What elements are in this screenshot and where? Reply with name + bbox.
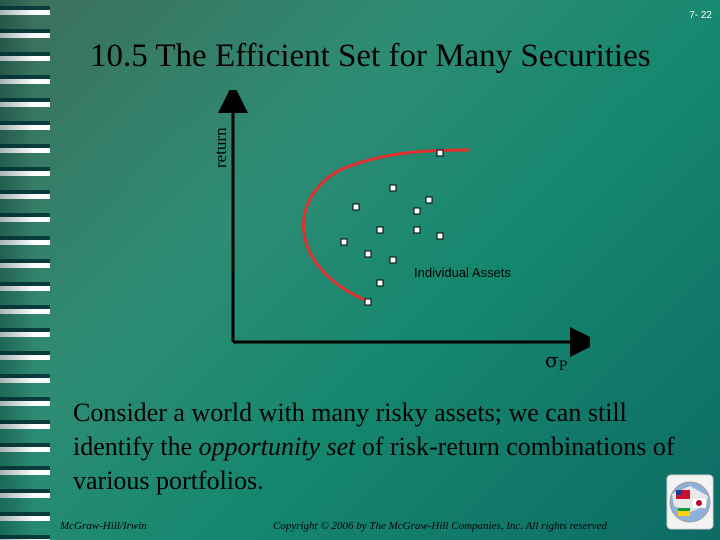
footer-copyright: Copyright © 2006 by The McGraw-Hill Comp… [273, 520, 608, 532]
efficient-set-diagram: return Individual Assets σP [211, 90, 590, 374]
y-axis-label: return [211, 127, 230, 168]
sigma-subscript: P [559, 359, 568, 374]
slide-title: 10.5 The Efficient Set for Many Securiti… [90, 38, 651, 74]
asset-point [413, 226, 421, 234]
asset-point [364, 250, 372, 258]
body-text-emphasis: opportunity set [198, 432, 356, 461]
body-text-part2: of risk-return combinations of various p… [73, 432, 675, 495]
body-text-part1: Consider a world with many risky assets;… [73, 398, 627, 461]
flag-globe-icon [666, 474, 714, 530]
sigma-symbol: σ [545, 348, 559, 372]
asset-point [436, 149, 444, 157]
body-text: Consider a world with many risky assets;… [73, 396, 713, 498]
asset-point [352, 203, 360, 211]
asset-point [364, 298, 372, 306]
slide-number: 7- 22 [689, 10, 712, 21]
asset-point [389, 256, 397, 264]
x-axis-label: σP [545, 348, 568, 374]
spiral-binding [0, 0, 50, 540]
frontier-curve [302, 148, 471, 304]
asset-point [376, 226, 384, 234]
asset-point [436, 232, 444, 240]
binding-shade [0, 0, 50, 540]
individual-assets-label: Individual Assets [414, 265, 511, 280]
asset-point [425, 196, 433, 204]
footer-publisher: McGraw-Hill/Irwin [60, 520, 147, 532]
asset-point [413, 207, 421, 215]
asset-points [340, 149, 444, 306]
asset-point [376, 279, 384, 287]
asset-point [389, 184, 397, 192]
asset-point [340, 238, 348, 246]
